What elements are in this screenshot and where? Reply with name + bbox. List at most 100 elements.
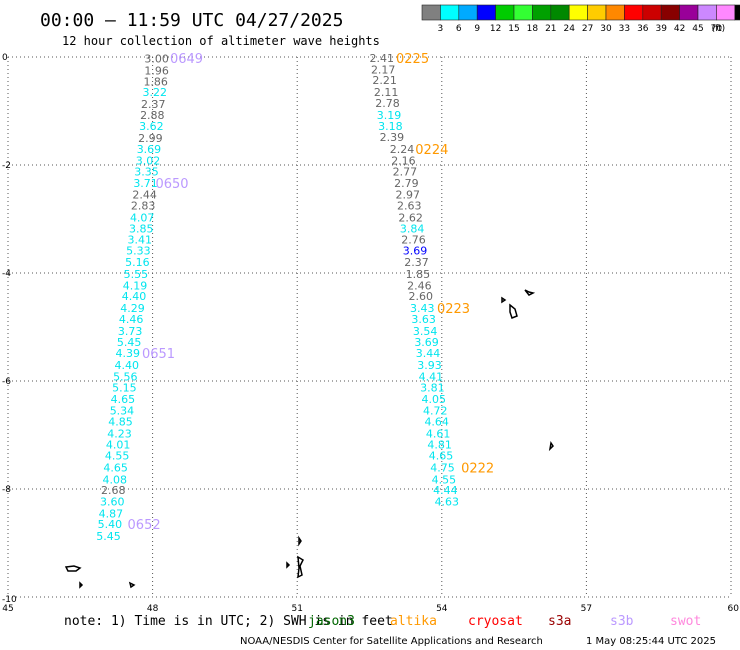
- wave-height-label: 4.39: [115, 347, 139, 360]
- legend-unit: (ft): [712, 24, 726, 34]
- wave-height-label: 2.11: [374, 86, 399, 99]
- legend-swatch: [605, 4, 625, 21]
- wave-height-label: 4.85: [108, 416, 133, 429]
- wave-height-label: 3.43: [410, 302, 435, 315]
- wave-height-label: 2.99: [138, 132, 163, 145]
- legend-swatch: [550, 4, 570, 21]
- wave-height-label: 4.19: [123, 279, 148, 292]
- wave-height-label: 4.64: [424, 416, 449, 429]
- y-tick-label: -8: [2, 485, 11, 495]
- wave-height-label: 4.05: [422, 393, 447, 406]
- legend-tick-label: 70: [711, 24, 723, 34]
- wave-height-label: 4.65: [429, 450, 454, 463]
- legend-tick-label: 15: [508, 24, 519, 34]
- data-labels: 3.001.961.863.222.372.883.622.993.693.02…: [96, 52, 459, 543]
- pass-time-label: 0652: [128, 518, 161, 533]
- wave-height-label: 4.65: [103, 461, 128, 474]
- axis-ticks: 45 48 51 54 57 60 0 -2 -4 -6 -8 -10: [2, 53, 739, 614]
- wave-height-label: 4.01: [106, 439, 131, 452]
- wave-height-label: 4.61: [426, 427, 451, 440]
- wave-height-label: 5.16: [125, 256, 150, 269]
- wave-height-label: 2.16: [391, 155, 416, 168]
- wave-height-label: 3.69: [403, 244, 428, 257]
- wave-height-label: 2.44: [132, 189, 157, 202]
- x-tick-label: 51: [291, 604, 302, 614]
- legend-swatch: [660, 4, 680, 21]
- wave-height-label: 3.85: [129, 223, 154, 236]
- satellite-name: cryosat: [468, 614, 523, 629]
- legend-tick-label: 6: [456, 24, 462, 34]
- wave-height-label: 4.40: [122, 290, 147, 303]
- wave-height-label: 2.62: [398, 211, 423, 224]
- legend-swatch: [532, 4, 552, 21]
- legend-swatch: [624, 4, 644, 21]
- wave-height-label: 2.88: [140, 109, 165, 122]
- satellite-name: altika: [390, 614, 437, 629]
- wave-height-label: 3.44: [416, 347, 441, 360]
- legend-tick-label: 42: [674, 24, 685, 34]
- wave-height-label: 3.35: [134, 165, 159, 178]
- wave-height-label: 3.81: [420, 381, 445, 394]
- wave-height-label: 3.84: [400, 223, 425, 236]
- wave-height-label: 2.17: [371, 63, 396, 76]
- chart-subtitle: 12 hour collection of altimeter wave hei…: [62, 34, 380, 48]
- satellite-name: s3b: [610, 614, 634, 629]
- wave-height-label: 4.07: [130, 211, 155, 224]
- legend-swatch: [421, 4, 441, 21]
- wave-height-label: 2.60: [409, 290, 434, 303]
- wave-height-label: 2.37: [141, 98, 166, 111]
- legend-swatch: [513, 4, 533, 21]
- wave-height-label: 4.29: [120, 302, 145, 315]
- wave-height-label: 3.63: [411, 313, 436, 326]
- wave-height-label: 4.55: [432, 473, 457, 486]
- legend-swatch: [679, 4, 699, 21]
- satellite-name: jason3: [308, 614, 355, 629]
- wave-height-label: 2.21: [372, 74, 397, 87]
- wave-height-label: 5.40: [98, 518, 123, 531]
- timestamp-text: 1 May 08:25:44 UTC 2025: [586, 636, 716, 647]
- legend-swatch: [440, 4, 460, 21]
- wave-height-label: 3.19: [377, 109, 402, 122]
- wave-height-label: 2.24: [390, 143, 415, 156]
- pass-time-label: 0224: [415, 143, 448, 158]
- legend-tick-label: 21: [545, 24, 556, 34]
- wave-height-label: 4.72: [423, 405, 448, 418]
- wave-height-label: 5.45: [117, 336, 142, 349]
- wave-height-label: 4.46: [119, 313, 144, 326]
- legend-swatch: [697, 4, 717, 21]
- island-outline: [64, 565, 136, 589]
- wave-height-label: 5.34: [110, 405, 134, 418]
- wave-height-label: 2.78: [375, 97, 400, 110]
- wave-height-label: 3.02: [136, 155, 161, 168]
- legend-tick-label: 3: [438, 24, 444, 34]
- x-tick-label: 48: [147, 604, 159, 614]
- wave-height-label: 4.44: [433, 484, 458, 497]
- legend-swatch: [734, 4, 740, 21]
- wave-height-label: 3.22: [142, 86, 167, 99]
- color-legend: 3 6 9 12 15 18 21 24 27 30 33 36 39 42 45 70(ft): [421, 4, 740, 34]
- satellite-name: swot: [670, 614, 701, 629]
- wave-height-label: 3.00: [144, 53, 169, 66]
- grid-lines: [7, 56, 732, 598]
- pass-time-label: 0650: [155, 177, 188, 192]
- pass-time-labels: 0649 0650 0651 0652 0225 0224 0223 0222: [128, 52, 495, 533]
- island-outline: [548, 441, 554, 452]
- wave-height-label: 4.81: [427, 439, 452, 452]
- wave-height-label: 4.40: [115, 359, 140, 372]
- wave-height-label: 5.56: [113, 371, 137, 384]
- island-outline: [501, 289, 536, 319]
- y-tick-label: -4: [2, 269, 11, 279]
- legend-tick-label: 39: [655, 24, 667, 34]
- wave-height-label: 3.71: [133, 177, 158, 190]
- wave-height-label: 1.85: [406, 268, 431, 281]
- wave-height-label: 3.69: [137, 143, 162, 156]
- legend-tick-label: 24: [563, 24, 575, 34]
- wave-height-label: 3.41: [128, 234, 153, 247]
- chart-title: 00:00 — 11:59 UTC 04/27/2025: [40, 10, 343, 31]
- wave-height-label: 3.73: [118, 325, 142, 338]
- pass-time-label: 0222: [461, 461, 494, 476]
- pass-time-label: 0649: [170, 52, 203, 67]
- credit-text: NOAA/NESDIS Center for Satellite Applica…: [240, 636, 543, 647]
- x-tick-label: 45: [2, 604, 13, 614]
